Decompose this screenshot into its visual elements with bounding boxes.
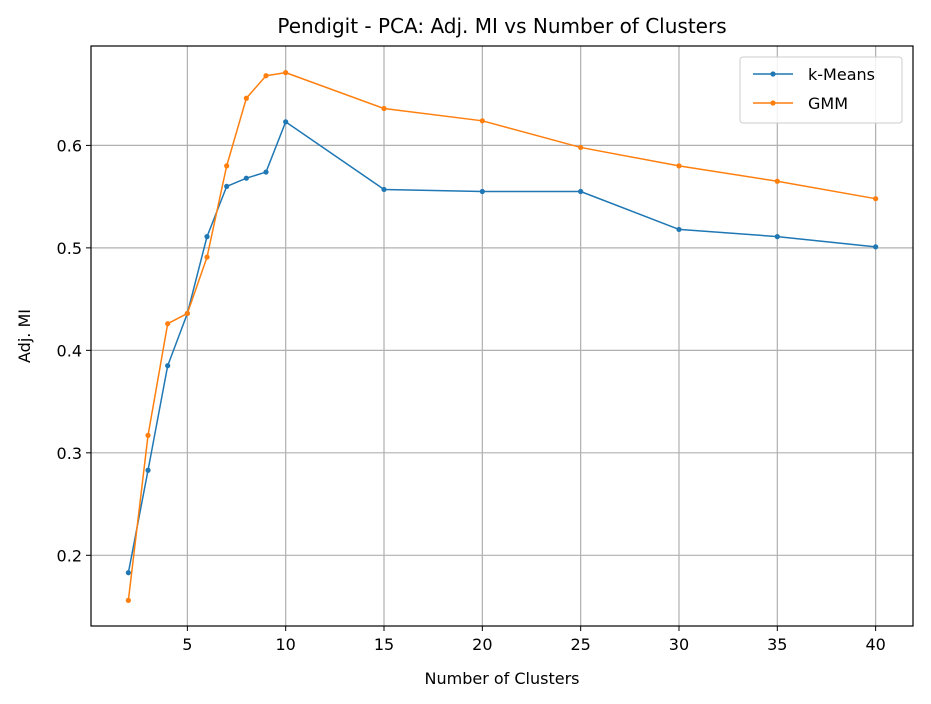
data-point-k-means <box>263 169 269 175</box>
y-tick-label: 0.2 <box>57 546 82 565</box>
x-tick-label: 35 <box>767 635 787 654</box>
data-point-gmm <box>774 178 780 184</box>
data-point-gmm <box>873 196 879 202</box>
data-point-k-means <box>204 234 210 240</box>
x-tick-label: 5 <box>182 635 192 654</box>
series-gmm <box>125 70 879 603</box>
data-point-k-means <box>165 363 171 369</box>
data-point-k-means <box>774 234 780 240</box>
x-tick-label: 30 <box>669 635 689 654</box>
data-point-gmm <box>381 105 387 112</box>
data-point-k-means <box>243 175 249 181</box>
y-tick-label: 0.5 <box>57 239 82 258</box>
data-point-gmm <box>676 163 682 169</box>
data-point-gmm <box>165 321 171 327</box>
data-point-gmm <box>184 310 190 317</box>
x-axis-label: Number of Clusters <box>425 669 580 688</box>
legend-marker-k-means <box>770 71 776 77</box>
data-point-k-means <box>578 188 584 195</box>
data-point-k-means <box>873 244 879 250</box>
series-layer <box>125 70 879 603</box>
data-point-k-means <box>381 186 387 193</box>
data-point-gmm <box>479 118 485 124</box>
chart-title: Pendigit - PCA: Adj. MI vs Number of Clu… <box>277 14 726 38</box>
axis-ticks: 5 10 15 20 25 30 35 40 0.2 0.3 0.4 0.5 0.6 <box>57 136 886 654</box>
x-tick-label: 20 <box>472 635 492 654</box>
data-point-gmm <box>125 597 131 603</box>
grid <box>91 46 913 626</box>
x-tick-label: 15 <box>374 635 394 654</box>
data-point-k-means <box>676 226 682 233</box>
data-point-gmm <box>243 95 249 101</box>
legend-label-gmm: GMM <box>808 94 848 113</box>
data-point-k-means <box>283 119 289 125</box>
data-point-gmm <box>283 70 289 76</box>
plot-frame <box>90 45 914 627</box>
x-tick-label: 40 <box>865 635 885 654</box>
data-point-k-means <box>145 467 151 473</box>
data-point-k-means <box>224 183 230 189</box>
data-point-gmm <box>263 73 269 79</box>
data-point-k-means <box>479 188 485 195</box>
data-point-gmm <box>204 254 210 260</box>
y-tick-label: 0.4 <box>57 341 82 360</box>
data-point-gmm <box>578 144 584 151</box>
legend-marker-gmm <box>770 100 776 106</box>
x-tick-label: 25 <box>570 635 590 654</box>
legend: k-Means GMM <box>739 56 903 124</box>
y-axis-label: Adj. MI <box>15 309 34 363</box>
legend-label-k-means: k-Means <box>808 65 875 84</box>
data-point-gmm <box>145 432 151 438</box>
x-tick-label: 10 <box>276 635 296 654</box>
y-tick-label: 0.3 <box>57 444 82 463</box>
y-tick-label: 0.6 <box>57 136 82 155</box>
data-point-gmm <box>224 163 230 169</box>
data-point-k-means <box>125 570 131 576</box>
